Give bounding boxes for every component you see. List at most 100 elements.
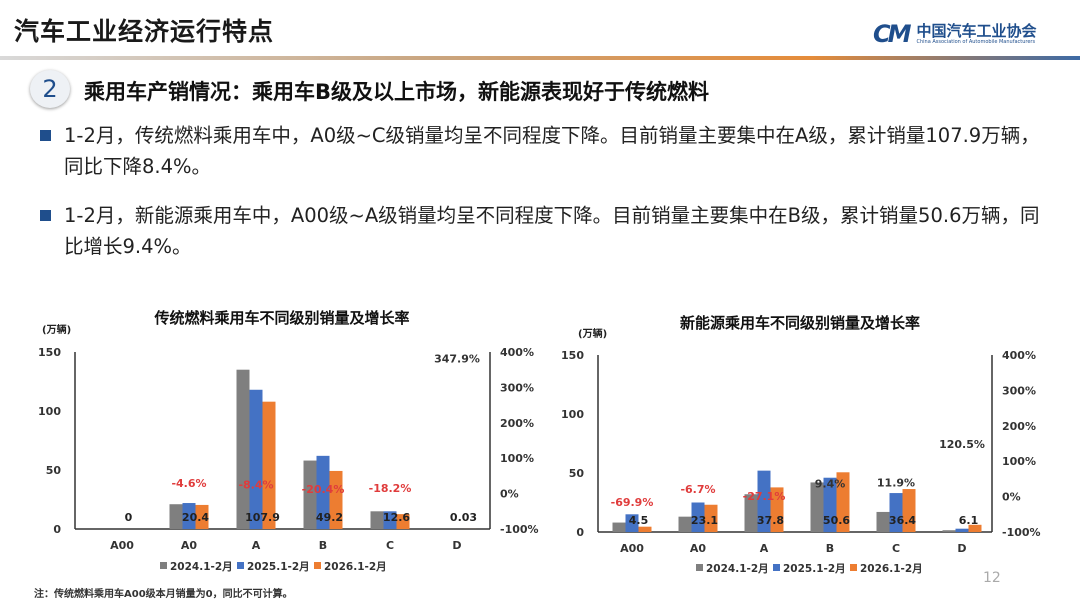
- value-label: 0: [125, 511, 133, 524]
- value-label: 6.1: [959, 514, 979, 527]
- bar-2024.1-2月: [942, 530, 956, 532]
- growth-rate-label: -27.1%: [743, 490, 786, 503]
- value-label: 49.2: [316, 511, 343, 524]
- x-tick-label: A0: [181, 539, 198, 552]
- y-tick-label: 0: [576, 526, 584, 539]
- value-label: 12.6: [383, 511, 410, 524]
- bar-2024.1-2月: [236, 369, 250, 529]
- y-tick-label: 150: [561, 349, 584, 362]
- value-label: 107.9: [245, 511, 280, 524]
- y-axis-unit: (万辆): [42, 323, 71, 336]
- legend-label: 2025.1-2月: [783, 563, 846, 575]
- y2-tick-label: 300%: [1002, 384, 1036, 397]
- bar-2026.1-2月: [704, 504, 718, 532]
- bar-2025.1-2月: [757, 470, 771, 532]
- bullet-text: 1-2月，传统燃料乘用车中，A0级~C级销量均呈不同程度下降。目前销量主要集中在…: [64, 124, 1040, 178]
- x-tick-label: B: [319, 539, 327, 552]
- bar-2026.1-2月: [638, 526, 652, 532]
- bar-2025.1-2月: [383, 511, 397, 529]
- x-tick-label: A: [760, 542, 769, 555]
- growth-rate-label: -4.6%: [171, 477, 206, 490]
- cam-logo-icon: CM: [873, 20, 911, 48]
- legend-swatch: [773, 564, 780, 571]
- growth-rate-label: 120.5%: [939, 438, 985, 451]
- bar-2026.1-2月: [836, 472, 850, 532]
- y-tick-label: 100: [561, 408, 584, 421]
- y2-tick-label: 400%: [1002, 349, 1036, 362]
- legend-swatch: [160, 562, 167, 569]
- value-label: 50.6: [823, 514, 850, 527]
- growth-rate-label: -20.4%: [302, 483, 345, 496]
- bullet-square-icon: [40, 210, 51, 221]
- legend-label: 2024.1-2月: [170, 561, 233, 573]
- y-tick-label: 50: [46, 464, 62, 477]
- growth-rate-label: -18.2%: [369, 482, 412, 495]
- bar-2025.1-2月: [691, 502, 705, 532]
- bar-2026.1-2月: [770, 487, 784, 532]
- header-divider: [0, 56, 1080, 60]
- value-label: 36.4: [889, 514, 916, 527]
- y2-tick-label: 200%: [500, 417, 534, 430]
- footnote: 注：传统燃料乘用车A00级本月销量为0，同比不可计算。: [34, 589, 293, 600]
- value-label: 0.03: [450, 511, 477, 524]
- logo: CM 中国汽车工业协会 China Association of Automob…: [873, 20, 1037, 48]
- bar-2026.1-2月: [396, 514, 410, 529]
- page-number: 12: [983, 570, 1001, 586]
- y-tick-label: 100: [38, 405, 61, 418]
- growth-rate-label: -8.4%: [238, 479, 273, 492]
- bar-2024.1-2月: [810, 482, 824, 532]
- x-tick-label: A00: [620, 542, 644, 555]
- bullet-item: 1-2月，新能源乘用车中，A00级~A级销量均呈不同程度下降。目前销量主要集中在…: [40, 200, 1050, 262]
- y2-tick-label: 300%: [500, 381, 534, 394]
- y2-tick-label: -100%: [500, 523, 539, 536]
- bar-2025.1-2月: [625, 514, 639, 532]
- bullet-square-icon: [40, 130, 51, 141]
- growth-rate-label: -69.9%: [611, 496, 654, 509]
- y2-tick-label: 0%: [500, 488, 519, 501]
- legend-label: 2026.1-2月: [860, 563, 923, 575]
- growth-rate-label: 347.9%: [434, 352, 480, 365]
- bar-2025.1-2月: [182, 503, 196, 529]
- y2-tick-label: 400%: [500, 346, 534, 359]
- y2-tick-label: 200%: [1002, 420, 1036, 433]
- bar-2026.1-2月: [902, 489, 916, 532]
- growth-rate-label: -6.7%: [680, 483, 715, 496]
- bar-2025.1-2月: [955, 528, 969, 532]
- section-title: 乘用车产销情况：乘用车B级及以上市场，新能源表现好于传统燃料: [84, 80, 710, 104]
- bar-2025.1-2月: [823, 477, 837, 532]
- legend-swatch: [314, 562, 321, 569]
- bar-2026.1-2月: [195, 504, 209, 529]
- x-tick-label: A0: [690, 542, 707, 555]
- legend-label: 2025.1-2月: [247, 561, 310, 573]
- bar-2024.1-2月: [744, 494, 758, 532]
- logo-text: 中国汽车工业协会: [916, 21, 1037, 40]
- y2-tick-label: 0%: [1002, 491, 1021, 504]
- x-tick-label: B: [826, 542, 834, 555]
- page-title: 汽车工业经济运行特点: [14, 17, 275, 46]
- bar-2026.1-2月: [329, 470, 343, 529]
- bar-2026.1-2月: [262, 401, 276, 529]
- legend-swatch: [850, 564, 857, 571]
- bar-2025.1-2月: [249, 389, 263, 529]
- legend-label: 2024.1-2月: [706, 563, 769, 575]
- legend-label: 2026.1-2月: [324, 561, 387, 573]
- x-tick-label: A: [252, 539, 261, 552]
- y2-tick-label: -100%: [1002, 526, 1041, 539]
- bar-2025.1-2月: [889, 493, 903, 532]
- y-tick-label: 0: [53, 523, 61, 536]
- x-tick-label: C: [386, 539, 394, 552]
- y-tick-label: 150: [38, 346, 61, 359]
- y-tick-label: 50: [569, 467, 585, 480]
- chart-title: 传统燃料乘用车不同级别销量及增长率: [153, 309, 409, 327]
- y-axis-unit: (万辆): [578, 327, 607, 340]
- value-label: 23.1: [691, 514, 718, 527]
- logo-subtext: China Association of Automobile Manufact…: [916, 38, 1036, 45]
- bullet-item: 1-2月，传统燃料乘用车中，A0级~C级销量均呈不同程度下降。目前销量主要集中在…: [40, 120, 1050, 182]
- bar-2024.1-2月: [370, 511, 384, 529]
- growth-rate-label: 9.4%: [815, 477, 846, 490]
- y2-tick-label: 100%: [500, 452, 534, 465]
- x-tick-label: C: [892, 542, 900, 555]
- x-tick-label: D: [452, 539, 461, 552]
- x-tick-label: A00: [110, 539, 134, 552]
